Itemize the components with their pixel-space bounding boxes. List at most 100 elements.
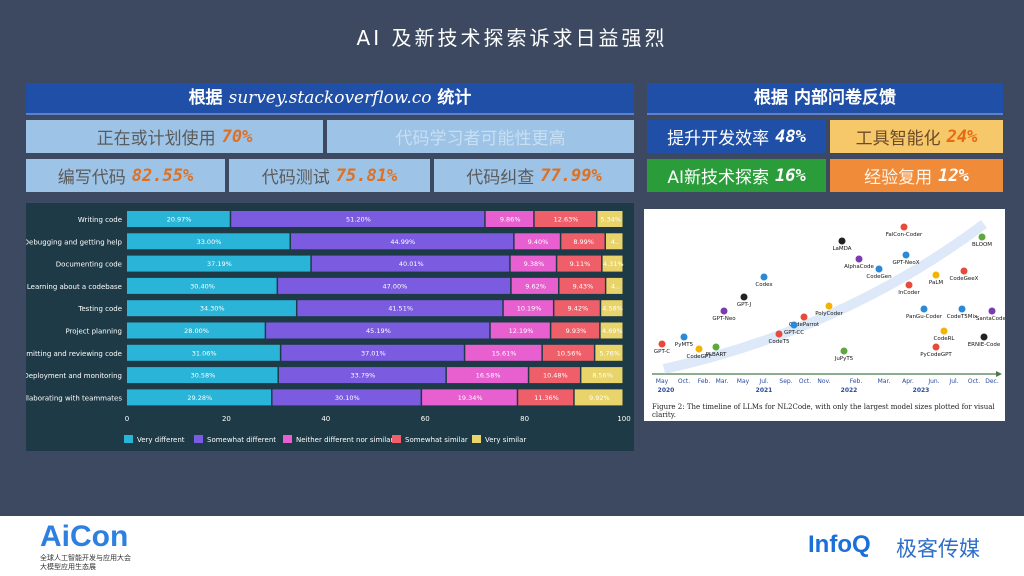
stat-label: 代码测试 [261, 168, 330, 188]
bar-value-label: 16.58% [476, 372, 501, 380]
model-label: CodeT5Mix [947, 314, 978, 320]
legend-swatch [472, 435, 481, 443]
x-tick-label: 60 [421, 415, 430, 423]
bar-value-label: 5.76% [599, 349, 620, 357]
model-label: LaMDA [832, 246, 851, 252]
model-marker-icon [958, 305, 966, 313]
bar-segment [311, 255, 510, 272]
geek-media-logo: 极客传媒 [896, 537, 980, 561]
bar-segment [600, 322, 623, 339]
month-label: May [656, 378, 669, 385]
bar-value-label: 12.19% [509, 327, 534, 335]
x-tick-label: 0 [125, 415, 129, 423]
month-label: Jul. [758, 378, 768, 385]
bar-value-label: 8.56% [592, 372, 613, 380]
left-banner-prefix: 根据 [188, 88, 229, 108]
model-label: GPT-CC [784, 330, 804, 336]
bar-value-label: 45.19% [366, 327, 391, 335]
bar-value-label: 51.20% [346, 216, 371, 224]
stacked-bar-chart-svg: Writing code 20.97% 51.20% 9.86% 12.63% 5.34%… [10, 211, 631, 444]
bar-value-label: 4.. [611, 238, 619, 246]
stat-testing-code: 代码测试 75.81% [229, 159, 430, 192]
bar-segment [422, 389, 517, 406]
model-marker-icon [720, 307, 728, 315]
stat-label: 编写代码 [57, 168, 126, 188]
left-banner-suffix: 统计 [431, 88, 472, 108]
bar-segment [529, 367, 580, 384]
bar-segment [574, 389, 623, 406]
model-label: PyCodeGPT [920, 352, 952, 358]
bar-segment [557, 255, 602, 272]
bar-segment [511, 277, 558, 294]
bar-segment [231, 211, 485, 227]
bar-segment [559, 277, 605, 294]
x-tick-label: 100 [617, 415, 630, 423]
bar-segment [127, 277, 277, 294]
model-label: CodeGen [866, 274, 892, 280]
left-banner-source: survey.stackoverflow.co [228, 88, 432, 108]
bar-value-label: 28.00% [184, 327, 209, 335]
bar-segment [518, 389, 574, 406]
model-marker-icon [760, 273, 768, 281]
x-tick-label: 20 [222, 415, 231, 423]
model-marker-icon [775, 330, 783, 338]
model-marker-icon [988, 307, 996, 315]
category-label: Learning about a codebase [27, 283, 122, 291]
bar-segment [278, 367, 446, 384]
bar-value-label: 30.58% [191, 372, 216, 380]
legend-swatch [194, 435, 203, 443]
stat-value: 16% [774, 165, 806, 186]
bar-segment [551, 322, 600, 339]
bar-segment [278, 277, 511, 294]
bar-value-label: 12.63% [554, 216, 579, 224]
bar-segment [127, 211, 230, 227]
model-marker-icon [978, 233, 986, 241]
model-marker-icon [838, 237, 846, 245]
stat-label: 工具智能化 [855, 129, 941, 149]
model-marker-icon [920, 305, 928, 313]
model-label: InCoder [898, 290, 920, 296]
stat-label: 经验复用 [864, 168, 933, 188]
model-marker-icon [980, 333, 988, 341]
bar-segment [266, 322, 490, 339]
bar-value-label: 4.. [611, 282, 619, 290]
x-tick-label: 80 [520, 415, 529, 423]
stat-label: AI新技术探索 [667, 168, 769, 188]
legend-label: Somewhat similar [405, 436, 468, 444]
bar-value-label: 9.38% [524, 260, 545, 268]
footer: AiCon 全球人工智能开发与应用大会 大模型应用生态展 InfoQ 极客传媒 [0, 516, 1024, 576]
category-label: Testing code [77, 305, 122, 313]
bar-segment [291, 233, 514, 250]
model-marker-icon [680, 333, 688, 341]
bar-segment [561, 233, 605, 250]
bar-value-label: 4.31% [603, 260, 624, 268]
category-label: Committing and reviewing code [26, 350, 122, 358]
bar-value-label: 9.40% [528, 238, 549, 246]
bar-value-label: 37.19% [207, 260, 232, 268]
bar-segment [503, 300, 553, 317]
model-marker-icon [905, 281, 913, 289]
category-label: Project planning [65, 328, 122, 336]
bar-segment [127, 344, 280, 361]
bar-segment [595, 344, 623, 361]
year-label: 2020 [658, 387, 675, 394]
bar-value-label: 4.69% [602, 327, 623, 335]
model-label: ERNIE-Code [968, 342, 1001, 348]
stat-value: 48% [775, 126, 806, 147]
model-label: PaLM [929, 280, 944, 286]
bar-value-label: 20.97% [167, 216, 192, 224]
model-label: GPT-C [654, 349, 670, 355]
bar-value-label: 30.10% [335, 394, 360, 402]
month-label: Feb. [850, 378, 863, 385]
bar-value-label: 8.99% [573, 238, 594, 246]
stat-value: 12% [938, 165, 969, 186]
bar-segment [602, 255, 623, 272]
model-marker-icon [695, 345, 703, 353]
bar-segment [514, 233, 560, 250]
bar-value-label: 34.30% [200, 305, 225, 313]
model-label: CodeParrot [789, 322, 820, 328]
model-marker-icon [658, 340, 666, 348]
bar-value-label: 19.34% [458, 394, 483, 402]
model-label: Codex [755, 282, 773, 288]
month-label: Apr. [902, 378, 914, 385]
